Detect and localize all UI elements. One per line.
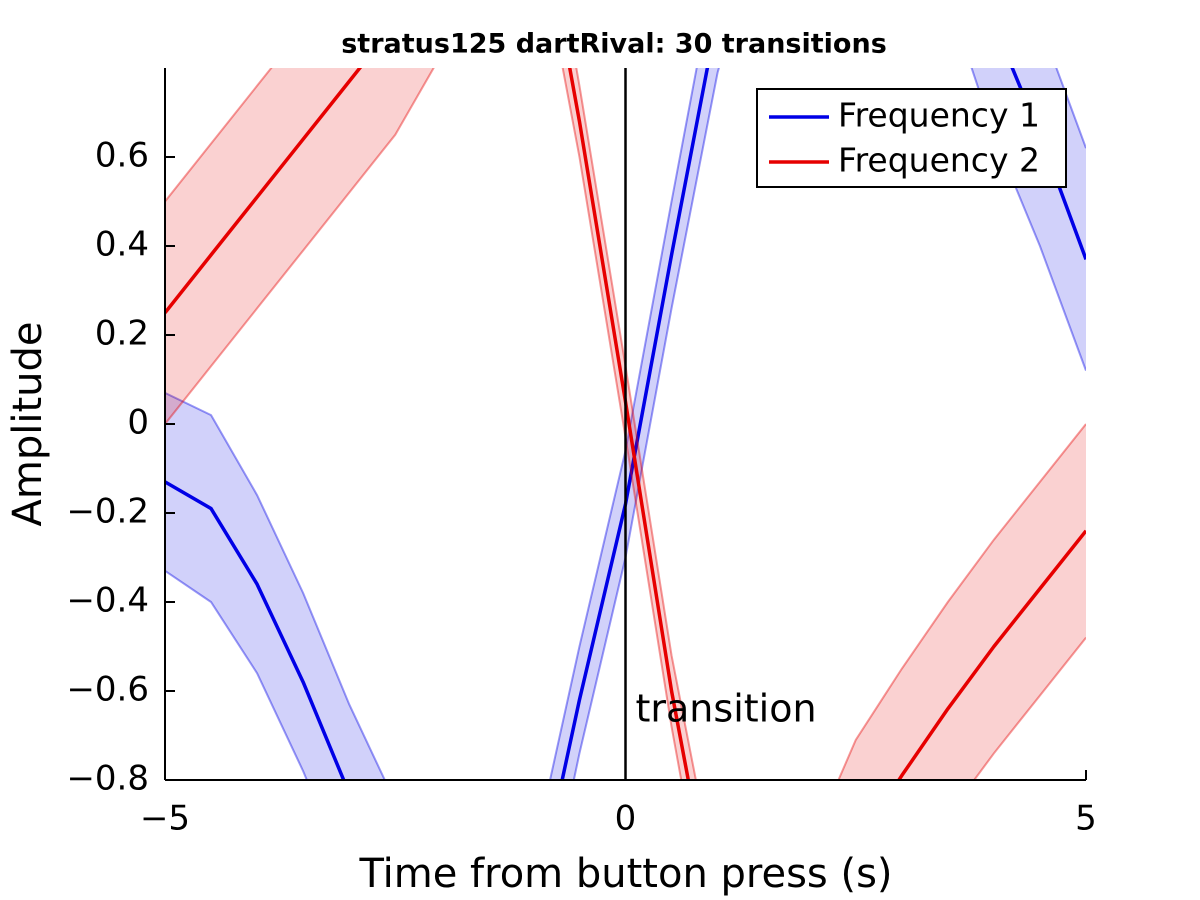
y-axis-label: Amplitude	[5, 322, 51, 527]
chart-title: stratus125 dartRival: 30 transitions	[341, 29, 887, 60]
x-tick-label: 0	[615, 799, 637, 839]
legend-label: Frequency 2	[838, 141, 1040, 180]
y-tick-label: 0.4	[95, 225, 149, 265]
legend-box	[756, 88, 1067, 188]
x-tick-label: 5	[1075, 799, 1097, 839]
event-label: transition	[636, 687, 817, 731]
y-tick-label: −0.2	[66, 492, 149, 532]
y-tick-label: 0	[127, 403, 149, 443]
y-tick-label: 0.2	[95, 314, 149, 354]
x-axis-label: Time from button press (s)	[358, 851, 892, 897]
y-tick-label: −0.4	[66, 581, 149, 621]
legend-label: Frequency 1	[838, 96, 1040, 135]
x-tick-label: −5	[140, 799, 190, 839]
y-tick-label: −0.8	[66, 759, 149, 799]
y-tick-label: 0.6	[95, 136, 149, 176]
y-tick-label: −0.6	[66, 670, 149, 710]
